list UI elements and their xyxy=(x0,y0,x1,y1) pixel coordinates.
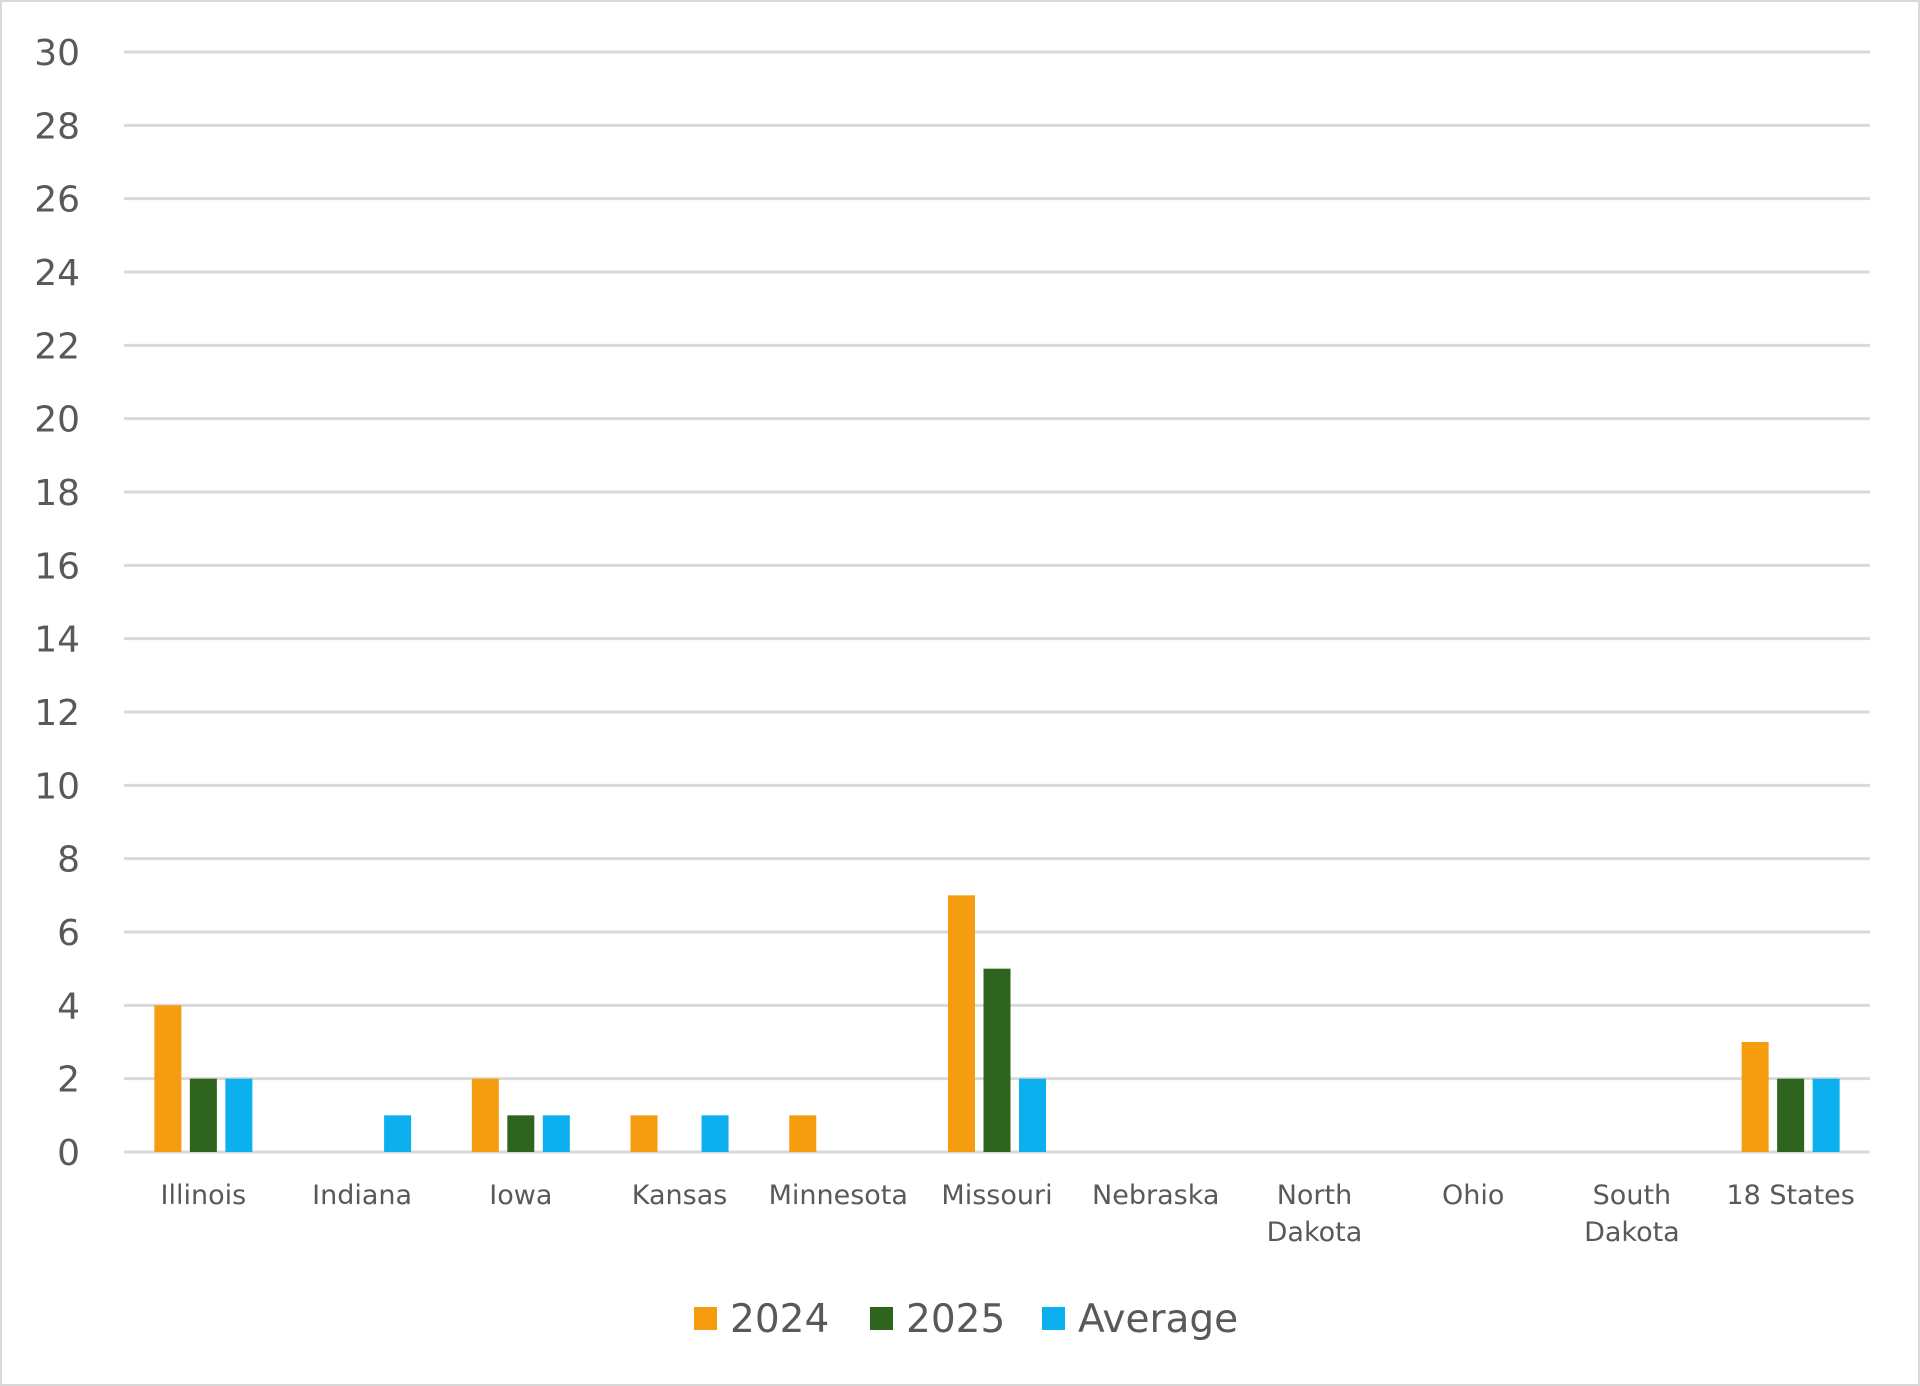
y-tick-label: 22 xyxy=(34,326,80,367)
x-category-label: Illinois xyxy=(161,1180,247,1211)
x-category-label-line: North xyxy=(1277,1180,1353,1211)
y-tick-label: 8 xyxy=(57,840,80,881)
bar-2025 xyxy=(507,1115,535,1152)
bar-2024 xyxy=(948,895,975,1152)
bar-2024 xyxy=(471,1078,499,1152)
y-tick-label: 24 xyxy=(34,253,80,294)
x-category-label: Iowa xyxy=(489,1180,552,1211)
bar-average xyxy=(225,1078,253,1152)
x-category-label: North Dakota xyxy=(1267,1180,1363,1248)
x-category-label: Minnesota xyxy=(769,1180,908,1211)
y-tick-label: 0 xyxy=(57,1133,80,1174)
x-category-label: Indiana xyxy=(312,1180,412,1211)
bar-2025 xyxy=(983,968,1011,1152)
legend-swatch xyxy=(1042,1307,1065,1330)
x-category-label-line: Dakota xyxy=(1584,1217,1680,1248)
bar-2025 xyxy=(1777,1078,1805,1152)
x-category-label: Kansas xyxy=(632,1180,728,1211)
legend: 2024 2025 Average xyxy=(694,1297,1238,1342)
y-tick-label: 18 xyxy=(34,473,80,514)
bars xyxy=(154,895,1840,1152)
y-tick-label: 10 xyxy=(34,766,80,807)
bar-2024 xyxy=(154,1005,182,1152)
legend-label: 2024 xyxy=(730,1297,829,1342)
x-category-label-line: South xyxy=(1593,1180,1671,1211)
bar-average xyxy=(384,1115,412,1152)
legend-swatch xyxy=(870,1307,893,1330)
legend-label: Average xyxy=(1078,1297,1238,1342)
x-category-label: 18 States xyxy=(1726,1180,1854,1211)
legend-swatch xyxy=(694,1307,717,1330)
bar-2024 xyxy=(630,1115,658,1152)
y-tick-label: 2 xyxy=(57,1060,80,1101)
bar-average xyxy=(701,1115,729,1152)
gridlines xyxy=(124,50,1870,1154)
x-category-label: South Dakota xyxy=(1584,1180,1680,1248)
legend-label: 2025 xyxy=(906,1297,1005,1342)
x-axis-categories: Illinois Indiana Iowa Kansas Minnesota Missou… xyxy=(161,1180,1855,1248)
bar-average xyxy=(1019,1078,1046,1152)
y-tick-label: 30 xyxy=(34,33,80,74)
x-category-label-line: Dakota xyxy=(1267,1217,1363,1248)
x-category-label: Missouri xyxy=(941,1180,1052,1211)
x-category-label: Ohio xyxy=(1442,1180,1504,1211)
y-tick-label: 26 xyxy=(34,180,80,221)
y-tick-label: 12 xyxy=(34,693,80,734)
x-category-label: Nebraska xyxy=(1092,1180,1219,1211)
y-tick-label: 14 xyxy=(34,620,80,661)
y-tick-label: 4 xyxy=(57,986,80,1027)
bar-average xyxy=(1812,1078,1840,1152)
bar-2024 xyxy=(789,1115,817,1152)
y-tick-label: 28 xyxy=(34,106,80,147)
y-tick-label: 20 xyxy=(34,400,80,441)
bar-2025 xyxy=(189,1078,217,1152)
bar-average xyxy=(542,1115,570,1152)
bar-2024 xyxy=(1741,1042,1769,1152)
y-tick-label: 6 xyxy=(57,913,80,954)
y-tick-label: 16 xyxy=(34,546,80,587)
